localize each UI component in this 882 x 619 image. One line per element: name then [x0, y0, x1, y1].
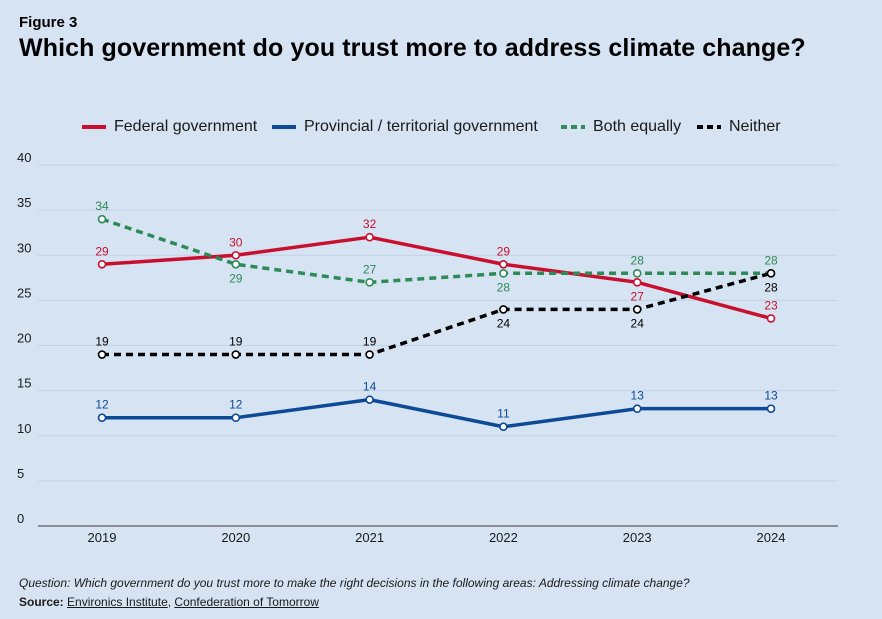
data-label: 27 [631, 289, 645, 303]
data-label: 19 [95, 335, 109, 349]
footer-question: Question: Which government do you trust … [19, 576, 690, 590]
data-label: 11 [497, 407, 510, 421]
data-label: 29 [229, 271, 243, 285]
legend-swatch-provincial [272, 125, 296, 129]
legend-label-both: Both equally [593, 118, 682, 135]
data-point [231, 350, 241, 359]
source-label: Source: [19, 595, 64, 609]
legend-swatch-both [561, 125, 585, 129]
x-tick-label: 2023 [623, 530, 652, 545]
data-point [632, 268, 642, 278]
y-tick-label: 25 [17, 285, 31, 300]
data-point [632, 278, 642, 287]
data-point [632, 305, 642, 314]
y-tick-label: 0 [17, 511, 24, 526]
data-point [231, 259, 241, 269]
legend-item-provincial: Provincial / territorial government [272, 115, 538, 139]
series-line-2 [101, 217, 771, 285]
y-tick-label: 5 [17, 466, 24, 481]
data-point [97, 350, 107, 359]
data-label: 28 [631, 253, 645, 267]
data-point [499, 268, 508, 278]
legend-item-neither: Neither [697, 115, 781, 139]
y-tick-label: 20 [17, 331, 31, 346]
data-point [499, 259, 508, 269]
data-label: 29 [95, 244, 109, 258]
x-tick-label: 2021 [355, 530, 384, 545]
data-label: 23 [764, 298, 778, 312]
data-point [766, 268, 776, 278]
data-point [499, 422, 508, 432]
source-link-confederation[interactable]: Confederation of Tomorrow [174, 595, 319, 609]
series-line-0 [101, 235, 772, 321]
data-label: 28 [764, 253, 778, 267]
legend-swatch-neither [697, 125, 721, 129]
y-tick-label: 40 [17, 150, 31, 165]
data-point [97, 214, 107, 224]
data-label: 19 [229, 335, 243, 349]
series-line-1 [102, 397, 771, 429]
data-label: 13 [764, 389, 778, 403]
legend-label-provincial: Provincial / territorial government [304, 118, 538, 135]
source-separator: , [167, 595, 175, 609]
data-point [365, 350, 374, 359]
data-label: 34 [95, 199, 109, 213]
data-point [231, 250, 241, 260]
data-point [365, 232, 374, 242]
data-label: 27 [363, 262, 377, 276]
data-label: 29 [497, 244, 511, 258]
chart-title: Which government do you trust more to ad… [19, 34, 806, 62]
line-chart: 0 5 10 15 20 25 30 35 40 2019 2020 2021 2022 2023 2024… [17, 150, 838, 545]
data-point [766, 314, 776, 323]
x-tick-label: 2022 [489, 530, 518, 545]
legend-item-federal: Federal government [82, 115, 257, 139]
data-point [499, 305, 508, 314]
data-label: 24 [631, 316, 645, 330]
data-point [766, 404, 776, 413]
data-label: 28 [764, 280, 778, 294]
legend-label-federal: Federal government [114, 118, 258, 135]
data-point [97, 413, 107, 423]
y-tick-label: 35 [17, 195, 31, 210]
footer-source: Source: Environics Institute, Confederat… [19, 595, 319, 609]
y-tick-label: 30 [17, 240, 31, 255]
y-tick-label: 15 [17, 376, 31, 391]
data-label: 13 [631, 389, 645, 403]
y-tick-label: 10 [17, 421, 31, 436]
data-label: 32 [363, 217, 377, 231]
legend-swatch-federal [82, 125, 106, 129]
figure-label: Figure 3 [19, 14, 78, 31]
data-point [632, 404, 642, 413]
data-point [231, 413, 241, 423]
source-link-environics[interactable]: Environics Institute [67, 595, 168, 609]
data-point [97, 259, 107, 269]
x-tick-label: 2020 [221, 530, 250, 545]
legend-item-both: Both equally [561, 115, 681, 139]
x-tick-label: 2024 [757, 530, 786, 545]
data-label: 12 [95, 398, 109, 412]
series-line-3 [102, 271, 772, 357]
data-label: 30 [229, 235, 243, 249]
legend-label-neither: Neither [729, 118, 781, 135]
data-point [365, 395, 374, 404]
data-label: 14 [363, 380, 377, 394]
data-label: 28 [497, 280, 511, 294]
data-label: 19 [363, 335, 377, 349]
data-point [365, 278, 374, 287]
data-label: 12 [229, 398, 243, 412]
legend: Federal government Provincial / territor… [0, 115, 882, 139]
x-tick-label: 2019 [88, 530, 117, 545]
data-label: 24 [497, 316, 511, 330]
